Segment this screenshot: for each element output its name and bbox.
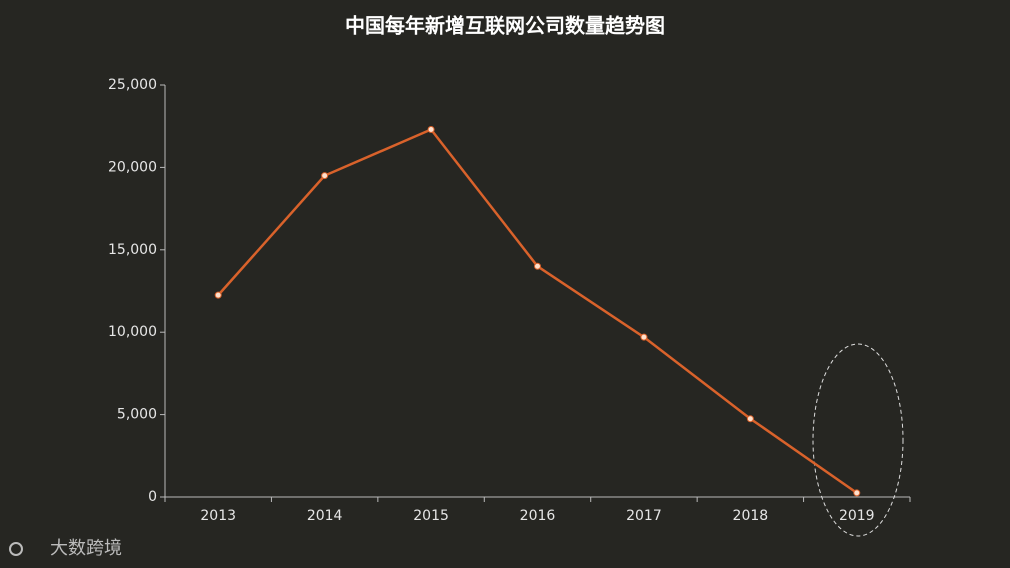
point (214, 291, 222, 299)
x-tick-label: 2015 (413, 508, 449, 524)
watermark: 大数跨境 (50, 538, 122, 559)
y-tick-label: 25,000 (108, 77, 157, 93)
chart-title: 中国每年新增互联网公司数量趋势图 (345, 14, 665, 38)
y-tick-label: 5,000 (117, 407, 157, 423)
point (640, 333, 648, 341)
y-tick-label: 10,000 (108, 324, 157, 340)
x-tick-label: 2018 (733, 508, 769, 524)
point (321, 172, 329, 180)
point (746, 415, 754, 423)
y-tick-label: 15,000 (108, 242, 157, 258)
x-tick-label: 2013 (200, 508, 236, 524)
y-tick-label: 0 (148, 489, 157, 505)
x-tick-label: 2017 (626, 508, 662, 524)
watermark-logo (9, 542, 23, 556)
y-tick-label: 20,000 (108, 159, 157, 175)
x-tick-label: 2016 (520, 508, 556, 524)
point (427, 125, 435, 133)
x-tick-label: 2014 (307, 508, 343, 524)
point (853, 489, 861, 497)
x-tick-label: 2019 (839, 508, 875, 524)
point (534, 262, 541, 270)
highlight-ellipse (812, 343, 904, 537)
